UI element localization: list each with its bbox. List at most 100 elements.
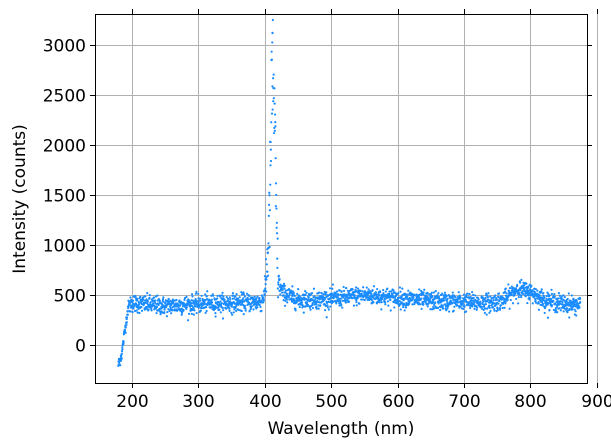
data-point	[469, 295, 472, 299]
data-point	[485, 307, 489, 310]
data-point	[487, 292, 490, 295]
data-point	[272, 73, 275, 76]
data-point	[120, 357, 123, 360]
data-point	[533, 295, 536, 298]
data-point	[509, 298, 512, 302]
data-point	[390, 290, 393, 293]
y-tick-label: 3000	[43, 37, 86, 57]
data-point	[286, 298, 289, 301]
data-point	[515, 297, 518, 301]
data-point	[276, 296, 280, 299]
data-point	[399, 308, 402, 311]
data-point	[154, 295, 158, 298]
data-point	[501, 295, 504, 298]
data-point	[479, 302, 482, 305]
data-point	[272, 100, 275, 103]
data-point	[263, 294, 266, 297]
data-point	[511, 302, 515, 305]
data-point	[210, 294, 213, 297]
data-point	[233, 297, 236, 300]
data-point	[437, 295, 441, 299]
data-point	[338, 289, 341, 292]
data-point	[541, 301, 544, 304]
data-point	[316, 300, 319, 303]
data-point	[122, 339, 125, 343]
data-point	[190, 312, 193, 315]
data-point	[195, 290, 198, 293]
data-point	[198, 299, 202, 302]
data-point	[548, 294, 551, 297]
data-point	[125, 316, 129, 319]
data-point	[122, 341, 125, 344]
data-point	[126, 313, 129, 316]
data-point	[371, 289, 374, 292]
data-point	[220, 294, 224, 297]
data-point	[556, 311, 559, 314]
data-point	[238, 296, 241, 299]
data-point	[578, 306, 581, 309]
x-tick-label: 700	[448, 392, 480, 412]
data-point	[275, 193, 278, 197]
data-point	[283, 287, 286, 290]
data-point	[165, 315, 169, 318]
data-point	[370, 298, 373, 302]
data-point	[375, 293, 378, 297]
data-point	[185, 307, 188, 311]
data-point	[216, 297, 219, 300]
data-point	[508, 290, 511, 293]
data-point	[268, 245, 271, 249]
data-point	[488, 306, 491, 309]
data-point	[447, 304, 450, 307]
data-point	[125, 321, 128, 324]
data-point	[273, 87, 276, 90]
data-point	[288, 293, 291, 297]
data-point	[550, 288, 553, 291]
data-point	[205, 295, 208, 298]
data-point	[216, 294, 219, 298]
data-point	[242, 313, 245, 316]
data-point	[575, 299, 578, 303]
data-point	[483, 311, 486, 314]
data-point	[525, 282, 528, 285]
data-point	[327, 308, 330, 311]
data-point	[279, 283, 282, 286]
data-point	[254, 299, 257, 302]
data-point	[542, 291, 545, 295]
data-point	[389, 309, 392, 312]
data-point	[274, 120, 277, 124]
data-point	[434, 301, 437, 305]
data-point	[453, 305, 456, 308]
data-point	[528, 291, 531, 294]
data-point	[232, 311, 235, 314]
data-point	[474, 294, 477, 297]
data-point	[534, 299, 537, 302]
data-point	[310, 292, 314, 295]
data-point	[397, 292, 400, 295]
data-point	[488, 304, 491, 307]
data-point	[526, 301, 529, 305]
data-point	[330, 295, 333, 298]
data-point	[117, 363, 120, 367]
data-point	[240, 309, 243, 313]
data-point	[136, 299, 139, 302]
data-point	[484, 296, 487, 300]
data-point	[329, 305, 332, 308]
data-point	[386, 287, 389, 290]
y-tick-label: 1500	[43, 187, 86, 207]
data-point	[134, 295, 137, 299]
data-point	[169, 307, 172, 310]
data-point	[154, 299, 157, 302]
data-point	[443, 299, 446, 302]
data-point	[361, 290, 364, 293]
data-point	[351, 288, 354, 291]
data-point	[179, 304, 182, 307]
data-point	[219, 295, 222, 298]
data-point	[156, 294, 159, 297]
data-point	[443, 291, 447, 294]
data-point	[315, 303, 318, 306]
data-point	[437, 292, 440, 295]
data-point	[537, 308, 541, 311]
data-point	[359, 289, 362, 293]
data-point	[504, 300, 507, 303]
